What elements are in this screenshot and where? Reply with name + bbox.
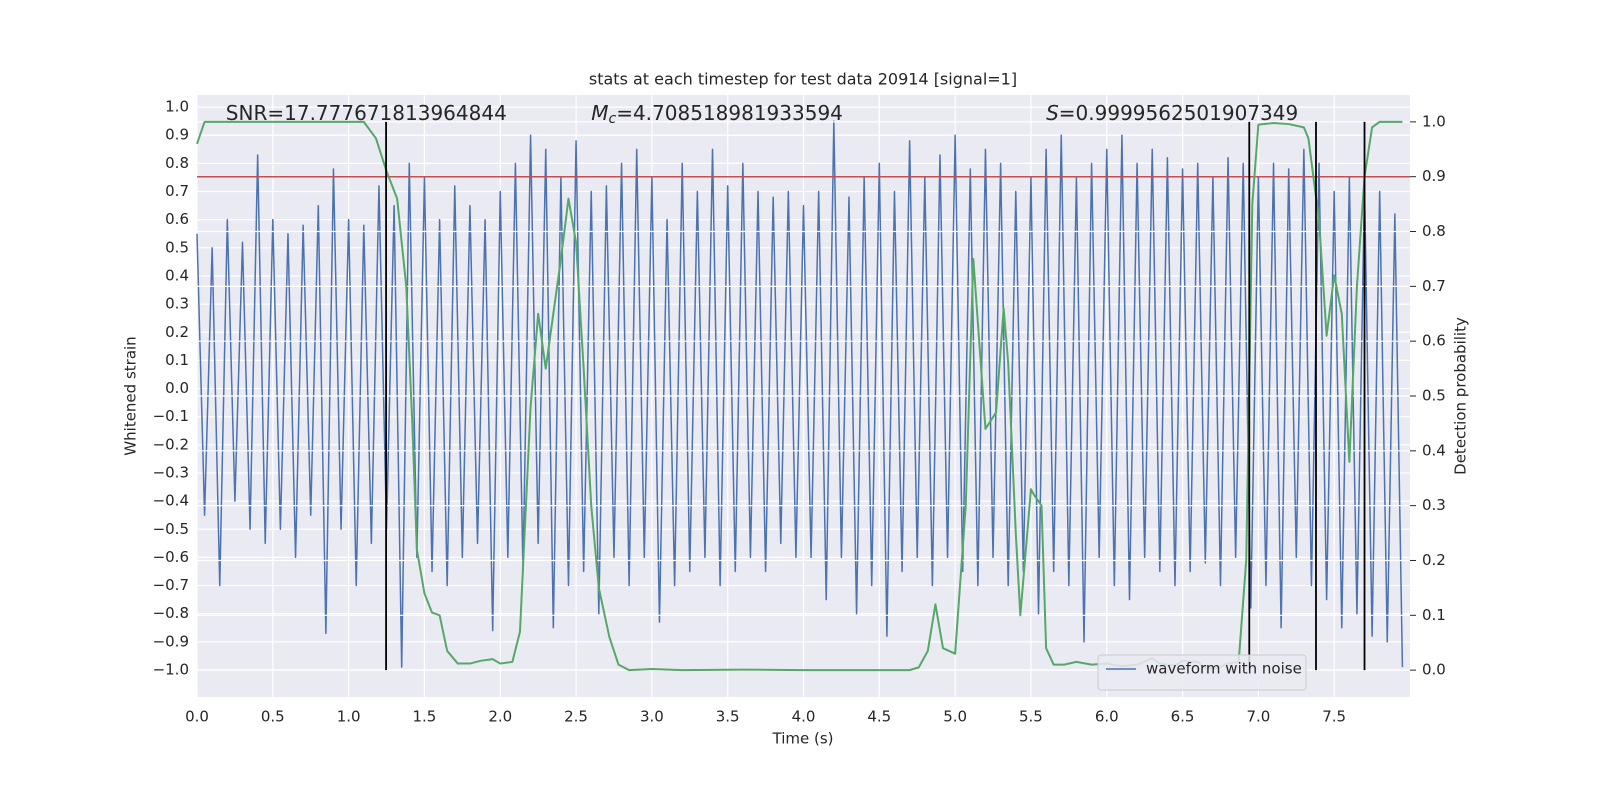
y-tick-label: −0.2 [153, 435, 189, 453]
y-tick-label: −0.8 [153, 604, 189, 622]
y2-tick-label: 0.9 [1422, 167, 1446, 185]
y2-axis-label: Detection probability [1452, 317, 1470, 475]
x-tick-label: 1.0 [337, 708, 361, 726]
annotation-symbol: SNR [226, 101, 268, 125]
y2-tick-label: 1.0 [1422, 112, 1446, 130]
y-tick-label: 0.2 [165, 323, 189, 341]
y-tick-label: −0.5 [153, 520, 189, 538]
y-tick-label: −1.0 [153, 660, 189, 678]
y-tick-label: 0.8 [165, 154, 189, 172]
y-tick-label: 0.6 [165, 210, 189, 228]
x-tick-label: 2.0 [488, 708, 512, 726]
annotation-value: =4.708518981933594 [616, 101, 843, 125]
y-tick-label: 1.0 [165, 98, 189, 116]
x-tick-label: 2.5 [564, 708, 588, 726]
x-tick-label: 7.5 [1322, 708, 1346, 726]
x-tick-label: 0.0 [185, 708, 209, 726]
y2-tick-label: 0.3 [1422, 496, 1446, 514]
y-tick-label: 0.7 [165, 182, 189, 200]
y-tick-label: −0.7 [153, 576, 189, 594]
legend: waveform with noise [1097, 654, 1307, 691]
y2-tick-label: 0.5 [1422, 387, 1446, 405]
x-tick-label: 6.0 [1095, 708, 1119, 726]
x-tick-label: 1.5 [413, 708, 437, 726]
x-tick-label: 3.0 [640, 708, 664, 726]
data-line [196, 120, 1403, 672]
x-tick-label: 4.0 [792, 708, 816, 726]
y2-tick-label: 0.7 [1422, 277, 1446, 295]
legend-box [1097, 654, 1307, 691]
y2-tick-label: 0.1 [1422, 606, 1446, 624]
x-tick-label: 5.5 [1019, 708, 1043, 726]
y-tick-label: 0.1 [165, 351, 189, 369]
x-tick-label: 3.5 [716, 708, 740, 726]
y-tick-label: 0.5 [165, 238, 189, 256]
y2-tick-label: 0.6 [1422, 332, 1446, 350]
y2-tick-label: 0.2 [1422, 551, 1446, 569]
y-tick-label: −0.3 [153, 463, 189, 481]
y-axis-label: Whitened strain [122, 336, 140, 455]
annotation: S=0.9999562501907349 [1046, 101, 1298, 125]
y2-tick-label: 0.4 [1422, 441, 1446, 459]
x-tick-label: 0.5 [261, 708, 285, 726]
annotation-value: =17.777671813964844 [267, 101, 506, 125]
legend-label: waveform with noise [1146, 660, 1302, 678]
x-tick-label: 5.0 [943, 708, 967, 726]
y-tick-label: 0.3 [165, 295, 189, 313]
y-tick-label: −0.9 [153, 632, 189, 650]
y-tick-label: −0.4 [153, 492, 189, 510]
y-tick-label: 0.9 [165, 126, 189, 144]
y-tick-label: 0.4 [165, 266, 189, 284]
x-tick-label: 7.0 [1246, 708, 1270, 726]
annotation-subscript: c [608, 111, 616, 127]
y-tick-label: 0.0 [165, 379, 189, 397]
annotation: SNR=17.777671813964844 [226, 101, 507, 125]
y-tick-label: −0.6 [153, 548, 189, 566]
annotation-symbol: S [1046, 101, 1059, 125]
x-axis-label: Time (s) [772, 730, 834, 748]
annotation-value: =0.9999562501907349 [1059, 101, 1298, 125]
x-tick-label: 4.5 [867, 708, 891, 726]
x-tick-label: 6.5 [1171, 708, 1195, 726]
y2-tick-label: 0.0 [1422, 661, 1446, 679]
chart-title: stats at each timestep for test data 209… [589, 70, 1017, 89]
y-tick-label: −0.1 [153, 407, 189, 425]
data-line [196, 120, 1404, 668]
y2-tick-label: 0.8 [1422, 222, 1446, 240]
annotation: Mc=4.708518981933594 [591, 101, 843, 128]
annotation-symbol: M [591, 101, 608, 125]
